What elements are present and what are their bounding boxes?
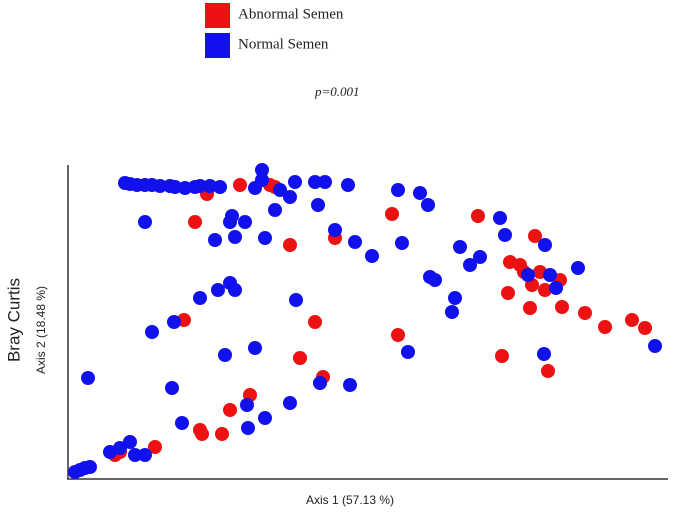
point [211, 283, 225, 297]
point [288, 175, 302, 189]
point [293, 351, 307, 365]
point [145, 325, 159, 339]
point [528, 229, 542, 243]
point [83, 460, 97, 474]
point [598, 320, 612, 334]
point [341, 178, 355, 192]
point [453, 240, 467, 254]
point [538, 283, 552, 297]
legend-label: Normal Semen [238, 36, 329, 52]
point [240, 398, 254, 412]
point [153, 179, 167, 193]
point [498, 228, 512, 242]
point [428, 273, 442, 287]
point [255, 163, 269, 177]
point [215, 427, 229, 441]
point [343, 378, 357, 392]
point [193, 179, 207, 193]
point [268, 203, 282, 217]
point [233, 178, 247, 192]
point [208, 233, 222, 247]
y-axis-label: Bray Curtis [4, 278, 23, 362]
point [348, 235, 362, 249]
point [283, 238, 297, 252]
legend-swatch [205, 3, 230, 28]
point [193, 291, 207, 305]
point [289, 293, 303, 307]
point [391, 328, 405, 342]
point [445, 305, 459, 319]
point [81, 371, 95, 385]
point [138, 448, 152, 462]
point [248, 181, 262, 195]
point [495, 349, 509, 363]
point [328, 223, 342, 237]
point [578, 306, 592, 320]
point [401, 345, 415, 359]
point [471, 209, 485, 223]
x-axis-label: Axis 1 (57.13 %) [306, 493, 394, 507]
point [521, 268, 535, 282]
point [228, 283, 242, 297]
point [241, 421, 255, 435]
point [391, 183, 405, 197]
point [258, 231, 272, 245]
point [213, 180, 227, 194]
point [395, 236, 409, 250]
point [638, 321, 652, 335]
point [625, 313, 639, 327]
point [308, 175, 322, 189]
point [648, 339, 662, 353]
point [541, 364, 555, 378]
point [365, 249, 379, 263]
point [273, 183, 287, 197]
legend-swatch [205, 33, 230, 58]
point [385, 207, 399, 221]
point [228, 230, 242, 244]
point [195, 427, 209, 441]
point [283, 396, 297, 410]
point [555, 300, 569, 314]
point [523, 301, 537, 315]
point [308, 315, 322, 329]
point [283, 190, 297, 204]
point [138, 215, 152, 229]
point [225, 209, 239, 223]
point [463, 258, 477, 272]
point [318, 175, 332, 189]
point [238, 215, 252, 229]
point [123, 435, 137, 449]
point [165, 381, 179, 395]
point [413, 186, 427, 200]
point [248, 341, 262, 355]
point [448, 291, 462, 305]
point [493, 211, 507, 225]
p-value: p=0.001 [314, 84, 360, 99]
point [223, 403, 237, 417]
point [128, 448, 142, 462]
point [537, 347, 551, 361]
y-axis-sublabel: Axis 2 (18.48 %) [34, 286, 48, 374]
point [538, 238, 552, 252]
point [148, 440, 162, 454]
point [543, 268, 557, 282]
point [501, 286, 515, 300]
point [473, 250, 487, 264]
point [313, 376, 327, 390]
point [549, 281, 563, 295]
point [188, 215, 202, 229]
point [175, 416, 189, 430]
legend-label: Abnormal Semen [238, 6, 344, 22]
point [311, 198, 325, 212]
point [571, 261, 585, 275]
point [218, 348, 232, 362]
point [421, 198, 435, 212]
point [258, 411, 272, 425]
point [167, 315, 181, 329]
